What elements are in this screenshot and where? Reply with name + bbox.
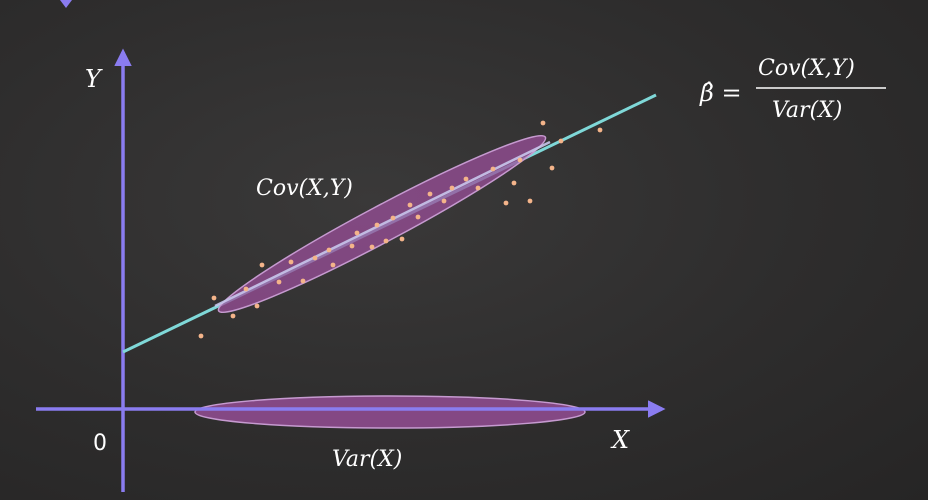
scatter-point	[415, 214, 421, 220]
formula-beta-hat: β̂ =	[699, 79, 742, 107]
scatter-point	[354, 230, 360, 236]
scatter-point	[540, 120, 546, 126]
scatter-point	[549, 165, 555, 171]
formula-numerator: Cov(X,Y)	[758, 56, 855, 81]
scatter-point	[276, 279, 282, 285]
scatter-point	[312, 255, 318, 261]
scatter-point	[399, 236, 405, 242]
scatter-point	[230, 313, 236, 319]
scatter-point	[407, 202, 413, 208]
scatter-point	[198, 333, 204, 339]
scatter-point	[597, 127, 603, 133]
origin-label: 0	[93, 431, 107, 456]
scatter-point	[211, 295, 217, 301]
cov-label: Cov(X,Y)	[256, 176, 353, 201]
scatter-point	[288, 259, 294, 265]
scatter-points	[198, 120, 603, 339]
scatter-point	[558, 138, 564, 144]
scatter-point	[449, 185, 455, 191]
scatter-point	[349, 243, 355, 249]
scatter-point	[503, 200, 509, 206]
scatter-point	[511, 180, 517, 186]
scatter-point	[374, 222, 380, 228]
scatter-point	[517, 157, 523, 163]
scatter-point	[330, 262, 336, 268]
scatter-point	[390, 215, 396, 221]
scatter-point	[463, 176, 469, 182]
scatter-point	[527, 198, 533, 204]
scatter-point	[243, 286, 249, 292]
scatter-point	[490, 166, 496, 172]
corner-arrow-fragment	[60, 0, 72, 8]
scatter-point	[383, 238, 389, 244]
x-axis-label: X	[610, 426, 630, 454]
scatter-point	[259, 262, 265, 268]
scatter-point	[427, 191, 433, 197]
scatter-point	[369, 244, 375, 250]
scatter-point	[475, 185, 481, 191]
y-axis-label: Y	[85, 65, 103, 93]
scatter-point	[254, 303, 260, 309]
scatter-point	[441, 198, 447, 204]
formula-denominator: Var(X)	[772, 98, 842, 123]
var-label: Var(X)	[332, 447, 402, 472]
scatter-point	[326, 247, 332, 253]
regression-line-inner	[214, 140, 551, 308]
scatter-point	[300, 278, 306, 284]
var-ellipse	[194, 395, 586, 429]
